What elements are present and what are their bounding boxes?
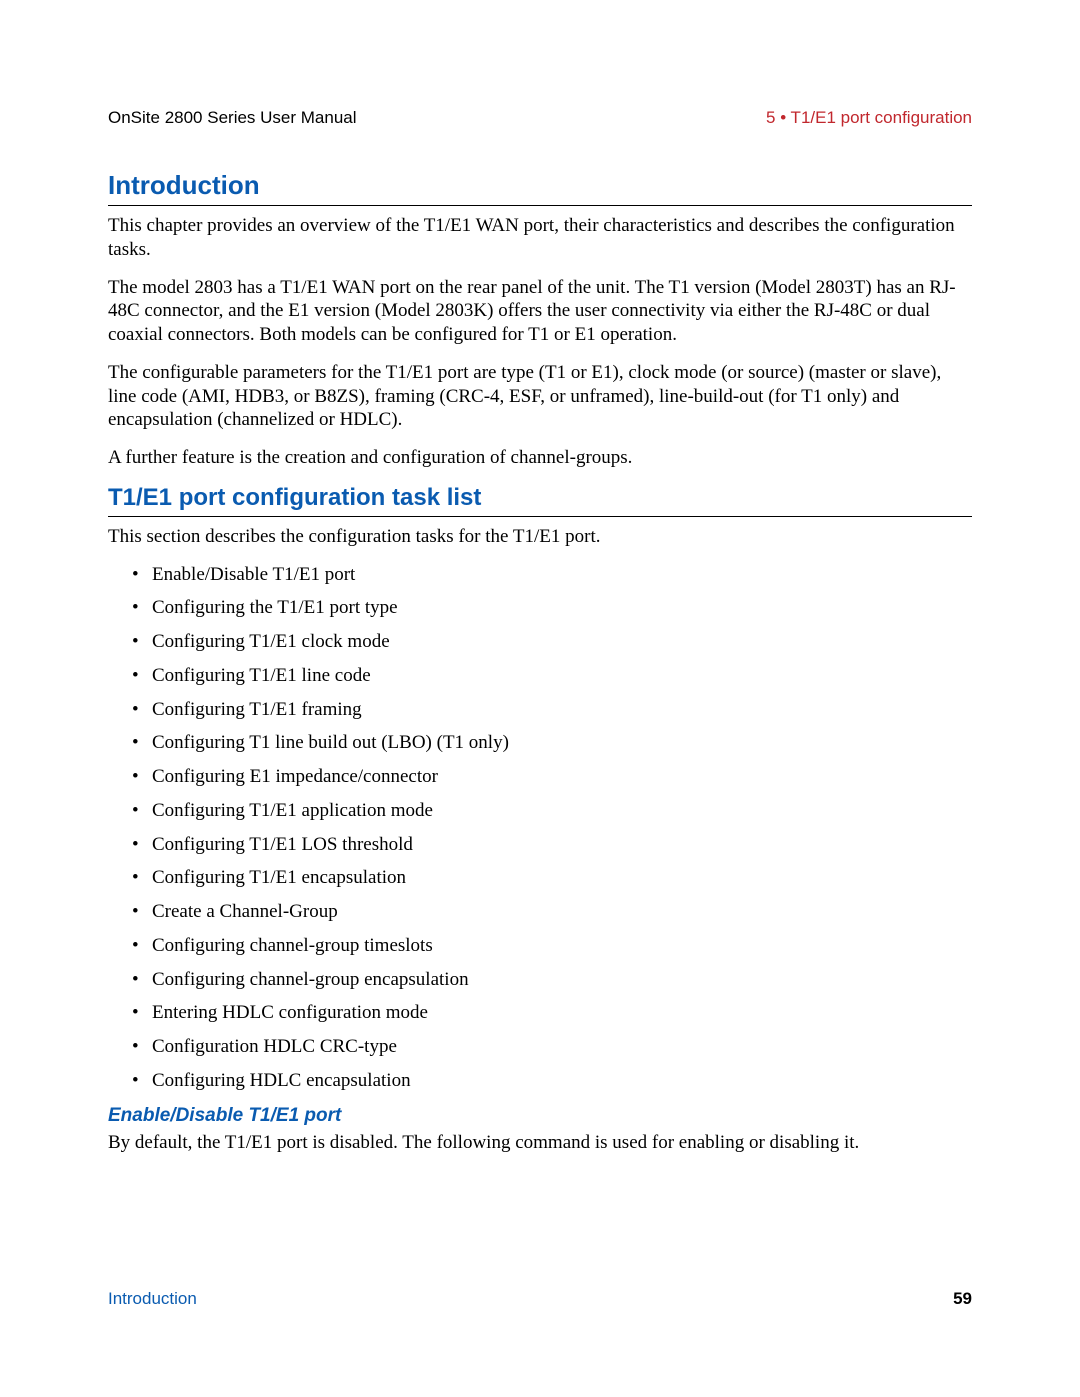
section-enable-disable: Enable/Disable T1/E1 port By default, th… xyxy=(108,1105,972,1155)
heading-rule xyxy=(108,205,972,206)
section-tasklist: T1/E1 port configuration task list This … xyxy=(108,484,972,1093)
footer-left: Introduction xyxy=(108,1289,197,1309)
list-item: Configuring the T1/E1 port type xyxy=(132,596,972,620)
heading-enable-disable: Enable/Disable T1/E1 port xyxy=(108,1105,972,1127)
intro-para-3: The configurable parameters for the T1/E… xyxy=(108,361,972,432)
list-item: Configuring E1 impedance/connector xyxy=(132,765,972,789)
section-introduction: Introduction This chapter provides an ov… xyxy=(108,170,972,470)
list-item: Configuring T1/E1 line code xyxy=(132,664,972,688)
intro-para-2: The model 2803 has a T1/E1 WAN port on t… xyxy=(108,276,972,347)
list-item: Configuring channel-group encapsulation xyxy=(132,968,972,992)
list-item: Configuring T1/E1 LOS threshold xyxy=(132,833,972,857)
header-left: OnSite 2800 Series User Manual xyxy=(108,108,357,128)
list-item: Configuring T1/E1 framing xyxy=(132,698,972,722)
list-item: Configuring T1/E1 application mode xyxy=(132,799,972,823)
heading-introduction: Introduction xyxy=(108,170,972,201)
page-header: OnSite 2800 Series User Manual 5 • T1/E1… xyxy=(108,108,972,128)
list-item: Configuring T1 line build out (LBO) (T1 … xyxy=(132,731,972,755)
task-list: Enable/Disable T1/E1 port Configuring th… xyxy=(108,563,972,1093)
list-item: Configuring T1/E1 clock mode xyxy=(132,630,972,654)
list-item: Configuring T1/E1 encapsulation xyxy=(132,866,972,890)
heading-tasklist: T1/E1 port configuration task list xyxy=(108,484,972,512)
intro-para-1: This chapter provides an overview of the… xyxy=(108,214,972,262)
footer-page-number: 59 xyxy=(953,1289,972,1309)
page-footer: Introduction 59 xyxy=(108,1289,972,1309)
list-item: Configuration HDLC CRC-type xyxy=(132,1035,972,1059)
list-item: Enable/Disable T1/E1 port xyxy=(132,563,972,587)
enable-para: By default, the T1/E1 port is disabled. … xyxy=(108,1131,972,1155)
header-right: 5 • T1/E1 port configuration xyxy=(766,108,972,128)
tasklist-lead: This section describes the configuration… xyxy=(108,525,972,549)
list-item: Create a Channel-Group xyxy=(132,900,972,924)
intro-para-4: A further feature is the creation and co… xyxy=(108,446,972,470)
list-item: Configuring channel-group timeslots xyxy=(132,934,972,958)
list-item: Configuring HDLC encapsulation xyxy=(132,1069,972,1093)
heading-rule xyxy=(108,516,972,517)
list-item: Entering HDLC configuration mode xyxy=(132,1001,972,1025)
page-body: OnSite 2800 Series User Manual 5 • T1/E1… xyxy=(0,0,1080,1154)
